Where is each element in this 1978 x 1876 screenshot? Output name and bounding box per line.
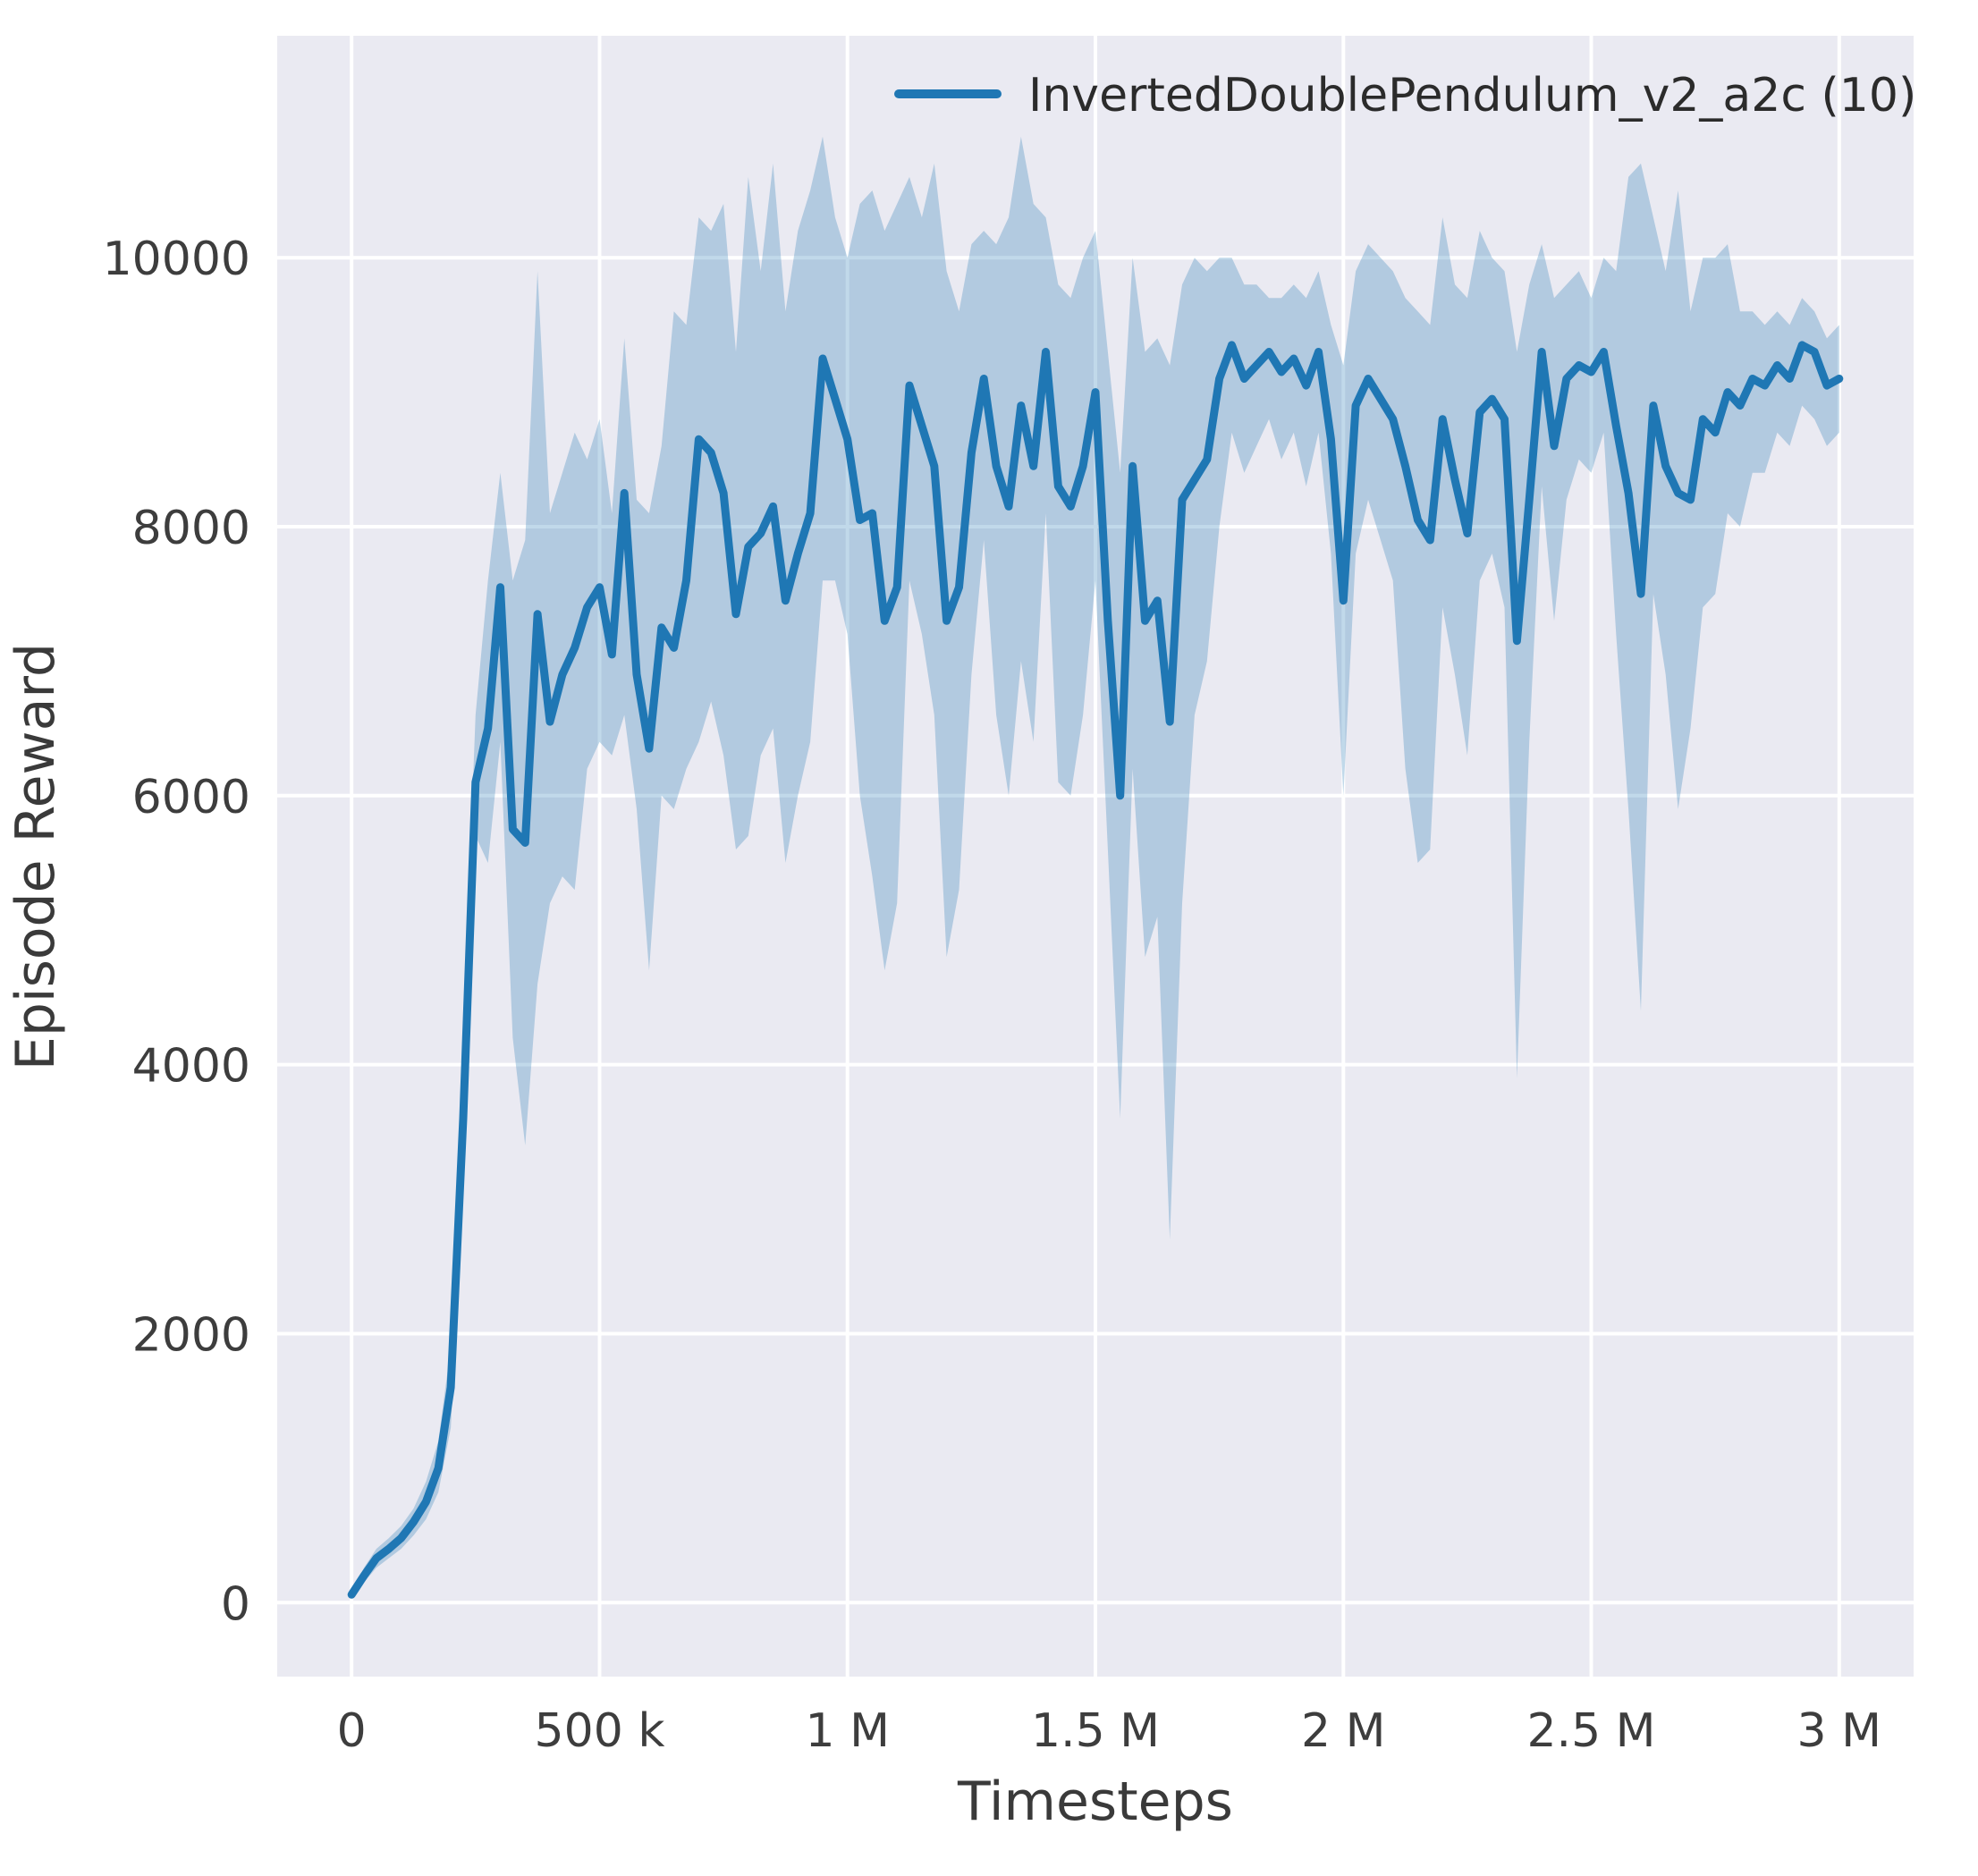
x-tick-labels: 0 500 k 1 M 1.5 M 2 M 2.5 M 3 M <box>337 1704 1881 1758</box>
y-tick-label: 6000 <box>132 771 250 824</box>
x-tick-label: 2 M <box>1301 1704 1385 1758</box>
y-tick-label: 8000 <box>132 502 250 555</box>
x-tick-label: 2.5 M <box>1526 1704 1655 1758</box>
x-tick-label: 500 k <box>535 1704 665 1758</box>
x-tick-label: 1 M <box>805 1704 889 1758</box>
mean-reward-path <box>347 341 1844 1599</box>
y-tick-labels: 0 2000 4000 6000 8000 10000 <box>103 232 250 1631</box>
y-tick-label: 0 <box>221 1577 250 1631</box>
x-axis-label: Timesteps <box>957 1770 1233 1833</box>
y-axis-label: Episode Reward <box>4 643 67 1070</box>
y-tick-label: 4000 <box>132 1040 250 1094</box>
x-tick-label: 3 M <box>1797 1704 1881 1758</box>
mean-reward-line <box>347 341 1844 1599</box>
legend: InvertedDoublePendulum_v2_a2c (10) <box>894 69 1916 123</box>
x-tick-label: 0 <box>337 1704 367 1758</box>
legend-label: InvertedDoublePendulum_v2_a2c (10) <box>1028 69 1916 123</box>
y-tick-label: 2000 <box>132 1309 250 1363</box>
gridlines <box>277 36 1914 1677</box>
x-tick-label: 1.5 M <box>1031 1704 1160 1758</box>
y-tick-label: 10000 <box>103 232 250 286</box>
